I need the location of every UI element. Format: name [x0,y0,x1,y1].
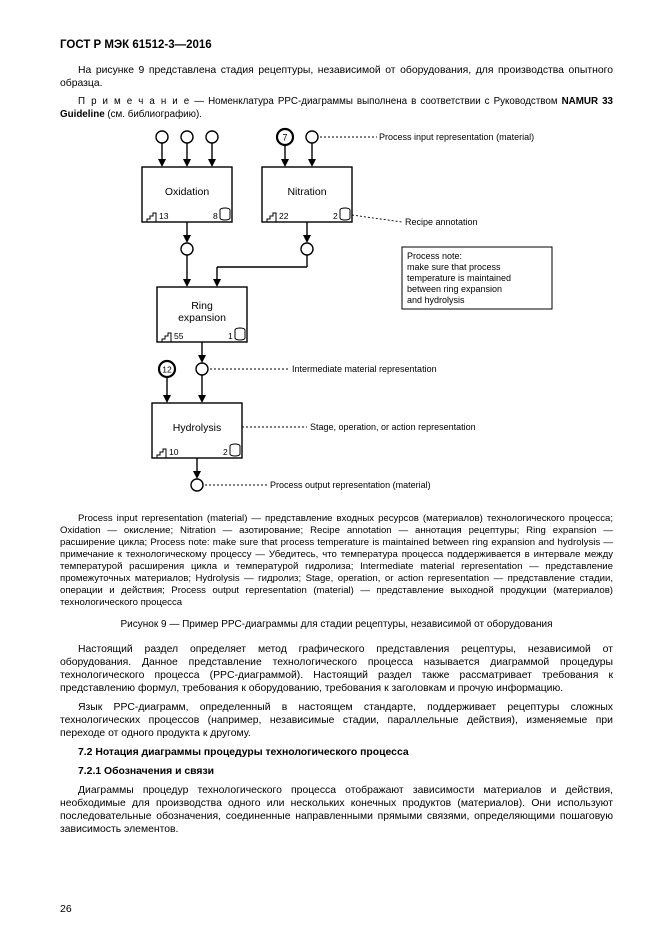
document-number: ГОСТ Р МЭК 61512-3—2016 [60,38,613,52]
hydro-br: 2 [223,447,228,457]
callout-process-input: Process input representation (material) [379,132,534,142]
body-p3: Диаграммы процедур технологического проц… [60,784,613,836]
nitration-label: Nitration [287,186,326,198]
page-number: 26 [60,903,72,916]
intro-paragraph: На рисунке 9 представлена стадия рецепту… [60,64,613,90]
input-7-label: 7 [282,132,287,142]
body-p1: Настоящий раздел определяет метод графич… [60,643,613,695]
nitration-bl: 22 [279,211,289,221]
ring-l1: Ring [191,300,213,312]
hydrolysis-label: Hydrolysis [172,422,220,434]
heading-7-2-1: 7.2.1 Обозначения и связи [60,765,613,778]
hydro-bl: 10 [169,447,179,457]
note-l1: make sure that process [407,262,501,272]
oxidation-bl: 13 [159,211,169,221]
note-l4: and hydrolysis [407,295,465,305]
note-tail: (см. библиографию). [105,109,202,120]
ring-bl: 55 [174,331,184,341]
input-12-label: 12 [162,364,172,374]
ring-br: 1 [228,331,233,341]
callout-recipe-annotation: Recipe annotation [405,217,478,227]
note-label: П р и м е ч а н и е [78,96,190,107]
callout-output: Process output representation (material) [270,480,431,490]
heading-7-2: 7.2 Нотация диаграммы процедуры технолог… [60,746,613,759]
ppc-diagram: 7 Process input representation (material… [67,127,607,507]
note-l2: temperature is maintained [407,273,511,283]
note-line: П р и м е ч а н и е — Номенклатура PPC-д… [60,96,613,120]
ring-l2: expansion [178,312,226,324]
note-l3: between ring expansion [407,284,502,294]
nitration-br: 2 [333,211,338,221]
note-text: — Номенклатура PPC-диаграммы выполнена в… [190,96,561,107]
oxidation-br: 8 [213,211,218,221]
note-title: Process note: [407,251,462,261]
figure-caption: Рисунок 9 — Пример PPC-диаграммы для ста… [60,619,613,632]
callout-stage: Stage, operation, or action representati… [310,422,476,432]
body-p2: Язык PPC-диаграмм, определенный в настоя… [60,701,613,740]
page: ГОСТ Р МЭК 61512-3—2016 На рисунке 9 пре… [0,0,661,936]
oxidation-label: Oxidation [164,186,209,198]
legend-paragraph: Process input representation (material) … [60,513,613,609]
callout-intermediate: Intermediate material representation [292,364,437,374]
